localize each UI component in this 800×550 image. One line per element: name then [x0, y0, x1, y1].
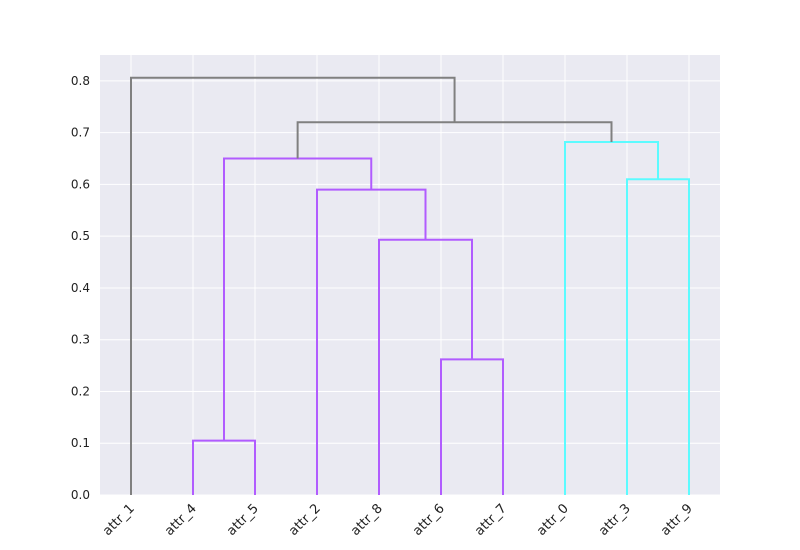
x-tick-label: attr_2 [286, 501, 324, 539]
y-tick-label: 0.5 [71, 229, 90, 243]
y-tick-label: 0.8 [71, 74, 90, 88]
x-axis-ticks: attr_1 attr_4 attr_5 attr_2 attr_8 attr_6 attr… [100, 501, 696, 539]
x-tick-label: attr_4 [162, 501, 200, 539]
y-tick-label: 0.7 [71, 126, 90, 140]
y-tick-label: 0.0 [71, 488, 90, 502]
plot-background [100, 55, 720, 495]
y-tick-label: 0.3 [71, 333, 90, 347]
y-tick-label: 0.2 [71, 384, 90, 398]
x-tick-label: attr_6 [410, 501, 448, 539]
x-tick-label: attr_5 [224, 501, 262, 539]
y-tick-label: 0.1 [71, 436, 90, 450]
dendrogram-link [564, 140, 659, 495]
x-tick-label: attr_3 [596, 501, 634, 539]
y-tick-label: 0.6 [71, 177, 90, 191]
x-tick-label: attr_9 [658, 501, 696, 539]
x-tick-label: attr_8 [348, 501, 386, 539]
y-tick-label: 0.4 [71, 281, 90, 295]
x-tick-label: attr_0 [534, 501, 572, 539]
y-axis-ticks: 0.0 0.1 0.2 0.3 0.4 0.5 0.6 0.7 0.8 [71, 74, 90, 502]
x-tick-label: attr_7 [472, 501, 510, 539]
dendrogram-links [130, 76, 690, 495]
x-tick-label: attr_1 [100, 501, 138, 539]
dendrogram-link [130, 76, 456, 495]
